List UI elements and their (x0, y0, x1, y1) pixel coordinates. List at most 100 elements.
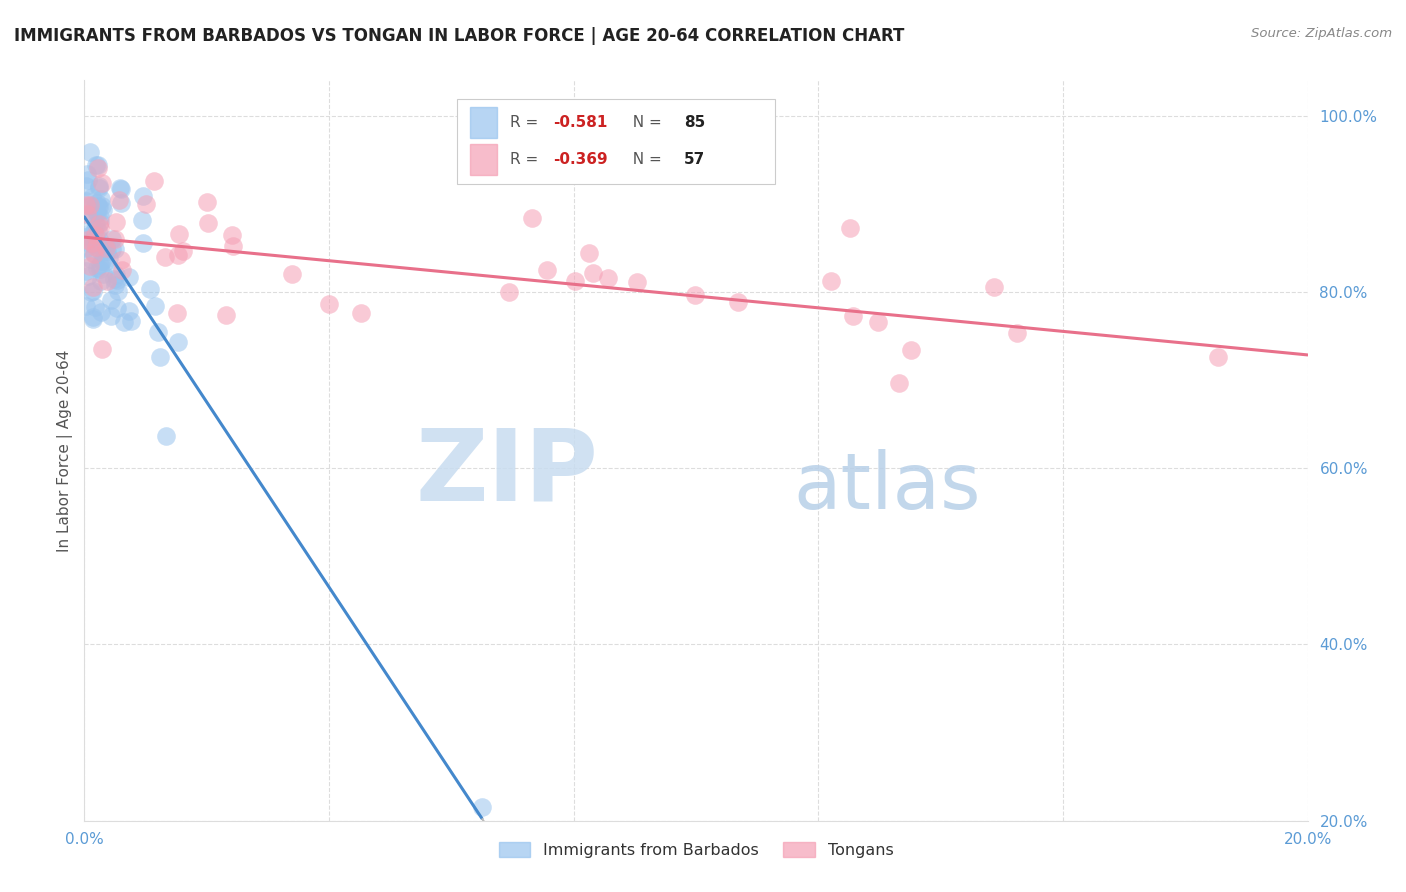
Point (75, 208, 97, 222)
Text: IMMIGRANTS FROM BARBADOS VS TONGAN IN LABOR FORCE | AGE 20-64 CORRELATION CHART: IMMIGRANTS FROM BARBADOS VS TONGAN IN LA… (14, 27, 904, 45)
Text: R =: R = (510, 115, 543, 130)
Point (197, 216, 219, 230)
Point (107, 301, 129, 315)
Point (87, 181, 110, 195)
Point (107, 284, 129, 298)
Point (83, 247, 105, 261)
Point (75, 264, 97, 278)
Point (222, 238, 245, 252)
Point (166, 334, 188, 349)
Point (90, 244, 112, 259)
Point (464, 158, 486, 172)
Point (83, 224, 105, 238)
Point (149, 351, 172, 365)
Point (91, 254, 114, 268)
Point (80, 252, 103, 267)
Point (132, 235, 155, 250)
Point (87, 178, 110, 193)
Point (111, 262, 134, 277)
Text: -0.369: -0.369 (553, 152, 607, 167)
Point (685, 288, 707, 302)
Point (146, 325, 169, 339)
Point (887, 376, 910, 390)
Point (626, 275, 648, 289)
Point (215, 308, 238, 322)
Point (79, 260, 101, 274)
Point (100, 310, 122, 324)
Point (91, 268, 114, 282)
Point (76, 167, 98, 181)
Point (110, 253, 132, 268)
Point (80, 190, 103, 204)
Point (350, 306, 373, 320)
Bar (470, 144, 496, 175)
Point (89, 220, 111, 235)
Point (91, 202, 114, 217)
Point (87, 158, 110, 172)
Point (87, 161, 110, 175)
Point (520, 211, 543, 225)
Point (83, 300, 105, 314)
Point (98, 251, 121, 265)
Point (96, 241, 118, 255)
Point (1208, 351, 1230, 365)
Point (96, 274, 118, 288)
Point (155, 428, 177, 442)
Point (91, 199, 114, 213)
Point (84, 227, 107, 242)
Point (1005, 326, 1028, 340)
Point (87, 224, 110, 238)
Point (93, 242, 115, 256)
Text: N =: N = (623, 115, 666, 130)
Text: 57: 57 (683, 152, 704, 167)
Point (87, 200, 110, 214)
Y-axis label: In Labor Force | Age 20-64: In Labor Force | Age 20-64 (58, 350, 73, 551)
Point (96, 239, 118, 253)
Point (104, 232, 127, 246)
Point (79, 145, 101, 159)
Point (280, 267, 302, 281)
Point (536, 263, 558, 277)
Point (221, 227, 243, 242)
Point (842, 310, 865, 324)
Point (79, 197, 101, 211)
Point (108, 181, 131, 195)
Point (76, 269, 98, 284)
Point (143, 174, 166, 188)
Point (318, 297, 340, 311)
Point (900, 343, 922, 357)
Point (91, 342, 114, 356)
Point (89, 261, 111, 276)
Point (195, 194, 218, 209)
FancyBboxPatch shape (457, 99, 776, 184)
Point (564, 274, 586, 288)
Point (76, 233, 98, 247)
Point (82, 284, 104, 298)
Point (101, 242, 124, 256)
Point (166, 248, 188, 262)
Point (89, 258, 111, 272)
Point (86, 196, 108, 211)
Point (983, 279, 1005, 293)
Point (120, 314, 142, 328)
Point (90, 275, 112, 289)
Point (84, 240, 107, 254)
Point (82, 312, 104, 326)
Point (77, 229, 100, 244)
Point (84, 158, 107, 172)
Text: atlas: atlas (794, 450, 981, 525)
Text: ZIP: ZIP (415, 425, 598, 521)
Point (79, 199, 101, 213)
Text: 85: 85 (683, 115, 704, 130)
Point (131, 212, 153, 227)
Point (77, 226, 100, 240)
Point (169, 227, 191, 242)
Point (86, 260, 108, 275)
Point (727, 294, 749, 309)
Point (471, 800, 494, 814)
Point (110, 182, 132, 196)
Point (82, 237, 104, 252)
Point (80, 285, 103, 299)
Text: R =: R = (510, 152, 543, 167)
Point (582, 266, 605, 280)
